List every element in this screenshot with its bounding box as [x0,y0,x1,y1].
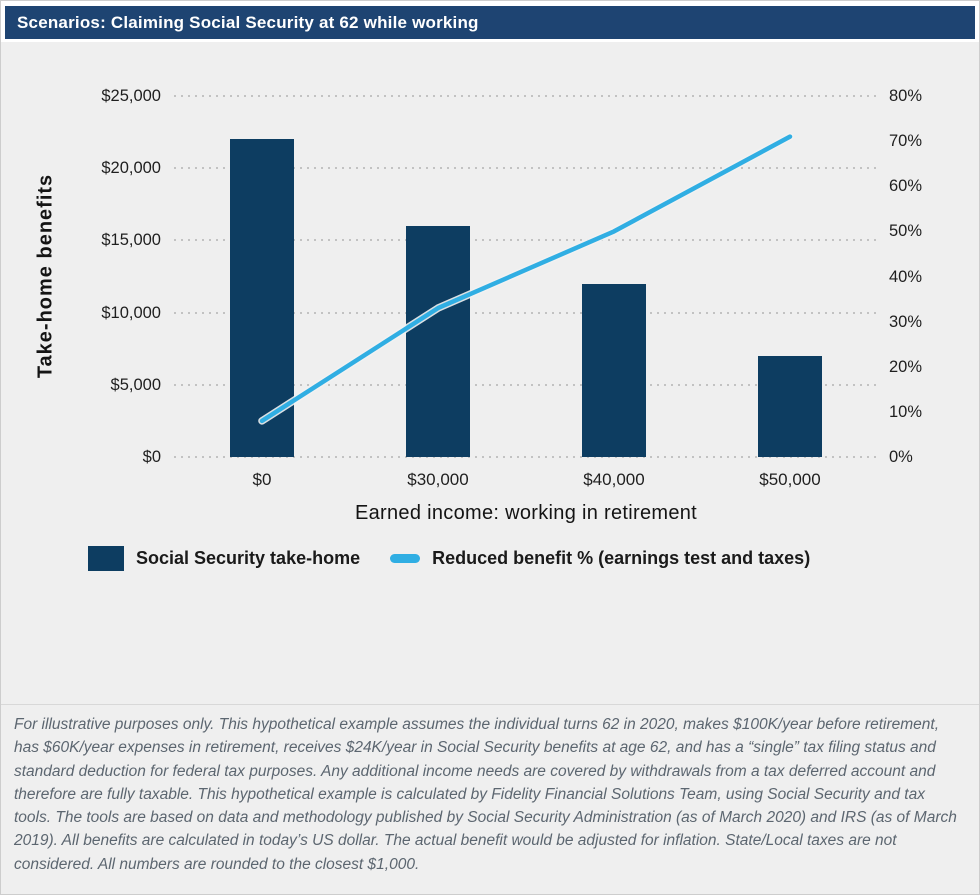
x-axis-tick-label: $0 [252,470,272,489]
x-axis-title: Earned income: working in retirement [354,502,698,524]
left-axis-tick-label: $15,000 [101,231,161,250]
legend-item: Reduced benefit % (earnings test and tax… [390,548,810,569]
x-axis-tick-label: $50,000 [759,470,821,489]
right-axis-tick-label: 10% [889,402,923,421]
right-axis-tick-label: 20% [889,357,923,376]
legend-line-swatch [390,554,421,563]
left-axis-tick-label: $25,000 [101,87,161,105]
plot-area [174,95,878,458]
legend: Social Security take-home Reduced benefit… [88,546,810,571]
left-axis-tick-label: $10,000 [101,303,161,322]
gridline [174,311,878,314]
gridline [174,95,878,97]
right-axis-tick-label: 40% [889,267,923,286]
chart-title-bar: Scenarios: Claiming Social Security at 6… [5,6,975,39]
chart-panel: Take-home benefits $0 $5,000 $10,000 $15,00… [1,42,979,894]
right-axis-tick-label: 60% [889,177,923,196]
legend-bar-swatch [88,546,124,571]
x-axis-tick-label: $30,000 [407,470,469,489]
right-axis-tick-label: 70% [889,132,923,151]
bar [758,356,822,457]
gridline [174,456,878,458]
divider-line [1,704,979,705]
reduced-benefit-line [259,134,793,424]
right-axis-tick-label: 80% [889,87,923,105]
bar [406,226,470,457]
right-axis-tick-label: 0% [889,448,913,466]
gridline [174,383,878,386]
left-axis-title: Take-home benefits [34,173,57,379]
gridline [174,167,878,170]
bar [582,284,646,457]
gridline [174,239,878,242]
legend-label: Social Security take-home [136,548,361,568]
right-axis-tick-label: 30% [889,312,923,331]
x-axis-tick-label: $40,000 [583,470,645,489]
chart-title: Scenarios: Claiming Social Security at 6… [17,12,479,32]
legend-item: Social Security take-home [88,546,360,571]
footnote-text: For illustrative purposes only. This hyp… [14,716,957,873]
line-series [258,132,794,425]
left-axis-tick-label: $5,000 [110,375,161,394]
left-axis-tick-label: $0 [142,448,161,466]
legend-label: Reduced benefit % (earnings test and tax… [432,548,811,568]
left-axis-tick-label: $20,000 [101,159,161,178]
right-axis-tick-label: 50% [889,222,923,241]
